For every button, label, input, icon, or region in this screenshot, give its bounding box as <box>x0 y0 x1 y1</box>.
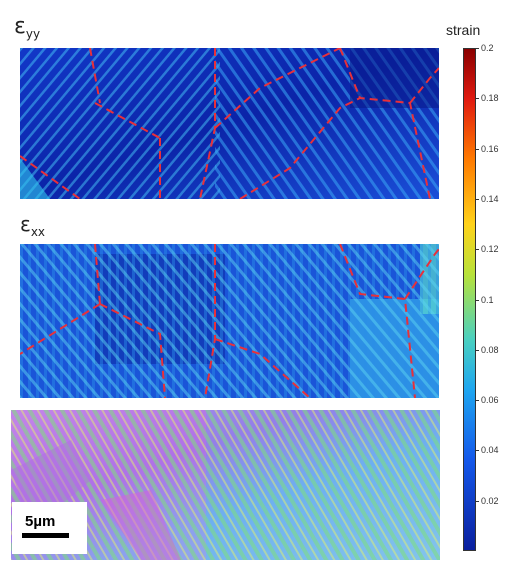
scale-bar-label: 5µm <box>25 513 56 530</box>
colorbar-tickmark <box>476 249 479 251</box>
colorbar-tick-label: 0.04 <box>481 445 499 456</box>
colorbar-tick-label: 0.1 <box>481 294 494 305</box>
colorbar-tick-label: 0.02 <box>481 495 499 506</box>
eps-yy-symbol: ε <box>14 14 26 39</box>
colorbar-tickmark <box>476 349 479 351</box>
colorbar-tick-label: 0.12 <box>481 244 499 255</box>
colorbar-tick-label: 0.16 <box>481 143 499 154</box>
eps-xx-subscript: xx <box>30 225 46 239</box>
colorbar <box>463 48 476 551</box>
strain-map-exx <box>20 244 439 398</box>
colorbar-tick-label: 0.14 <box>481 193 499 204</box>
eps-yy-label: εyy <box>14 14 41 41</box>
scale-bar <box>22 533 69 538</box>
colorbar-tick-label: 0.06 <box>481 395 499 406</box>
colorbar-tickmark <box>476 299 479 301</box>
colorbar-tick-label: 0.08 <box>481 344 499 355</box>
colorbar-tickmark <box>476 48 479 49</box>
colorbar-tickmark <box>476 450 479 452</box>
eps-yy-subscript: yy <box>25 27 41 41</box>
eps-xx-label: εxx <box>20 212 46 239</box>
colorbar-tick-label: 0.2 <box>481 43 494 53</box>
colorbar-tickmark <box>476 400 479 402</box>
colorbar-tickmark <box>476 500 479 502</box>
strain-map-eyy <box>20 48 439 199</box>
colorbar-tickmark <box>476 148 479 150</box>
scale-bar-background <box>12 502 87 554</box>
eps-xx-symbol: ε <box>20 212 31 236</box>
colorbar-tickmark <box>476 198 479 200</box>
colorbar-tickmark <box>476 98 479 100</box>
colorbar-title: strain <box>446 22 481 38</box>
colorbar-tick-label: 0.18 <box>481 93 499 104</box>
